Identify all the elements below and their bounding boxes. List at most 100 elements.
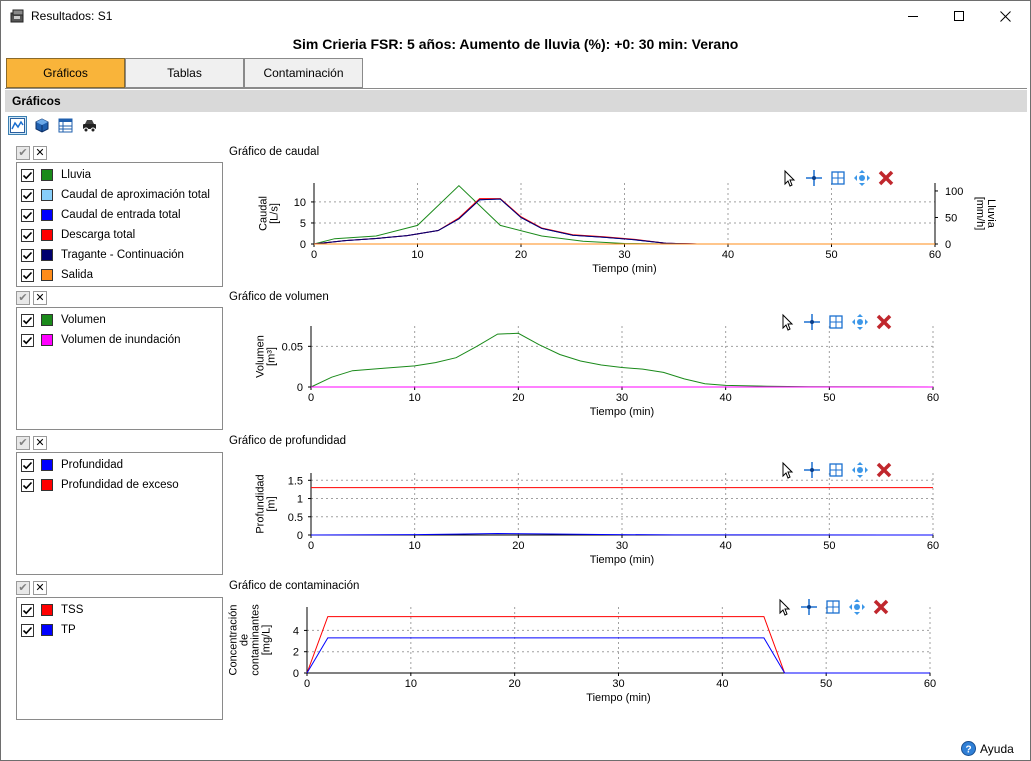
crosshair-tool-button[interactable] xyxy=(800,598,818,616)
line-chart-icon xyxy=(10,118,25,133)
chart-contaminacion[interactable]: 0 10 20 30 40 50 60 0 2 4 Tiempo (min) Concentració… xyxy=(228,593,1001,713)
x-axis-label: Tiempo (min) xyxy=(590,406,654,418)
minimize-button[interactable] xyxy=(890,1,936,31)
help-link[interactable]: ? Ayuda xyxy=(961,741,1014,756)
y-axis-label: Caudal[L/s] xyxy=(258,196,281,231)
x-tick-label: 60 xyxy=(929,249,941,261)
maximize-button[interactable] xyxy=(936,1,982,31)
checkmark-icon xyxy=(22,606,33,614)
zoom-box-tool-button[interactable] xyxy=(827,313,845,331)
y-axis-label: Volumen[m³] xyxy=(255,335,278,378)
pan-tool-button[interactable] xyxy=(851,313,869,331)
close-button[interactable] xyxy=(982,1,1028,31)
checkmark-icon xyxy=(22,251,33,259)
x-tick-label: 20 xyxy=(512,392,524,404)
check-all-button[interactable]: ✔ xyxy=(16,581,30,595)
legend-checkbox[interactable] xyxy=(21,188,34,202)
legend-checkbox[interactable] xyxy=(21,228,34,242)
legend-item-tss[interactable]: TSS xyxy=(21,601,83,619)
check-all-button[interactable]: ✔ xyxy=(16,146,30,160)
legend-checkbox[interactable] xyxy=(21,333,34,347)
x-tick-label: 0 xyxy=(311,249,317,261)
uncheck-all-button[interactable]: ✕ xyxy=(33,581,47,595)
legend-checkbox[interactable] xyxy=(21,623,34,637)
y2-tick-label: 100 xyxy=(945,186,963,198)
legend-checkbox[interactable] xyxy=(21,478,34,492)
chart-profundidad[interactable]: 0 10 20 30 40 50 60 0 0.5 1 1.5 Tiempo (min) Profund… xyxy=(229,453,1001,568)
tab-contaminacion[interactable]: Contaminación xyxy=(244,58,363,88)
vehicle-view-button[interactable] xyxy=(80,116,99,135)
legend-item-profundidad[interactable]: Profundidad xyxy=(21,456,123,474)
legend-label: TSS xyxy=(61,604,84,616)
pan-tool-button[interactable] xyxy=(851,461,869,479)
zoom-box-icon xyxy=(826,600,840,614)
legend-checkbox[interactable] xyxy=(21,313,34,327)
delete-tool-button[interactable] xyxy=(877,169,895,187)
legend-item-lluvia[interactable]: Lluvia xyxy=(21,166,91,184)
x-axis-label: Tiempo (min) xyxy=(590,554,654,566)
chart-title-caudal: Gráfico de caudal xyxy=(229,146,320,158)
x-tick-label: 10 xyxy=(405,678,417,690)
uncheck-all-button[interactable]: ✕ xyxy=(33,291,47,305)
check-all-button[interactable]: ✔ xyxy=(16,291,30,305)
crosshair-tool-button[interactable] xyxy=(803,461,821,479)
legend-item-profundidad-exceso[interactable]: Profundidad de exceso xyxy=(21,476,179,494)
delete-tool-button[interactable] xyxy=(875,313,893,331)
crosshair-tool-button[interactable] xyxy=(805,169,823,187)
chart-caudal[interactable]: 0 10 20 30 40 50 60 0 5 10 0 50 100 Tiempo (min) Cauda… xyxy=(229,163,1001,283)
table-icon xyxy=(58,118,73,133)
zoom-box-icon xyxy=(831,171,845,185)
check-all-button[interactable]: ✔ xyxy=(16,436,30,450)
legend-item-tp[interactable]: TP xyxy=(21,621,76,639)
table-view-button[interactable] xyxy=(56,116,75,135)
tab-graficos[interactable]: Gráficos xyxy=(6,58,125,88)
legend-label: Profundidad xyxy=(61,459,124,471)
crosshair-icon xyxy=(804,314,820,330)
cursor-tool-button[interactable] xyxy=(779,313,797,331)
legend-item-volumen-inundacion[interactable]: Volumen de inundación xyxy=(21,331,181,349)
cursor-tool-button[interactable] xyxy=(781,169,799,187)
pan-icon xyxy=(852,462,868,478)
delete-tool-button[interactable] xyxy=(872,598,890,616)
cube-view-button[interactable] xyxy=(32,116,51,135)
zoom-box-tool-button[interactable] xyxy=(824,598,842,616)
tab-tablas[interactable]: Tablas xyxy=(125,58,244,88)
x-tick-label: 20 xyxy=(509,678,521,690)
delete-tool-button[interactable] xyxy=(875,461,893,479)
uncheck-all-button[interactable]: ✕ xyxy=(33,146,47,160)
legend-item-caudal-entrada[interactable]: Caudal de entrada total xyxy=(21,206,181,224)
cursor-tool-button[interactable] xyxy=(776,598,794,616)
legend-list: Volumen Volumen de inundación xyxy=(16,307,223,430)
x-tick-label: 40 xyxy=(716,678,728,690)
legend-item-tragante[interactable]: Tragante - Continuación xyxy=(21,246,184,264)
legend-checkbox[interactable] xyxy=(21,268,34,282)
x-tick-label: 50 xyxy=(823,540,835,552)
zoom-box-tool-button[interactable] xyxy=(829,169,847,187)
legend-item-volumen[interactable]: Volumen xyxy=(21,311,106,329)
legend-checkbox[interactable] xyxy=(21,603,34,617)
uncheck-all-button[interactable]: ✕ xyxy=(33,436,47,450)
chart-volumen[interactable]: 0 10 20 30 40 50 60 0 0.05 Tiempo (min) Volumen[m³… xyxy=(229,308,1001,423)
crosshair-tool-button[interactable] xyxy=(803,313,821,331)
y-tick-label: 0 xyxy=(297,530,303,542)
cursor-tool-button[interactable] xyxy=(779,461,797,479)
legend-item-salida[interactable]: Salida xyxy=(21,266,93,284)
legend-item-caudal-aproximacion[interactable]: Caudal de aproximación total xyxy=(21,186,210,204)
line-chart-button[interactable] xyxy=(8,116,27,135)
legend-item-descarga[interactable]: Descarga total xyxy=(21,226,135,244)
legend-swatch xyxy=(41,624,53,636)
pan-tool-button[interactable] xyxy=(848,598,866,616)
zoom-box-tool-button[interactable] xyxy=(827,461,845,479)
y-tick-label: 5 xyxy=(300,218,306,230)
pan-tool-button[interactable] xyxy=(853,169,871,187)
x-tick-label: 30 xyxy=(618,249,630,261)
legend-checkbox[interactable] xyxy=(21,458,34,472)
legend-label: Salida xyxy=(61,269,93,281)
y-axis-label-line: [L/s] xyxy=(269,203,281,224)
legend-checkbox[interactable] xyxy=(21,168,34,182)
legend-checkbox[interactable] xyxy=(21,208,34,222)
legend-checkbox[interactable] xyxy=(21,248,34,262)
x-tick-label: 0 xyxy=(308,392,314,404)
series-line-0 xyxy=(310,332,934,388)
y-axis-label-line: contaminantes xyxy=(250,604,262,676)
